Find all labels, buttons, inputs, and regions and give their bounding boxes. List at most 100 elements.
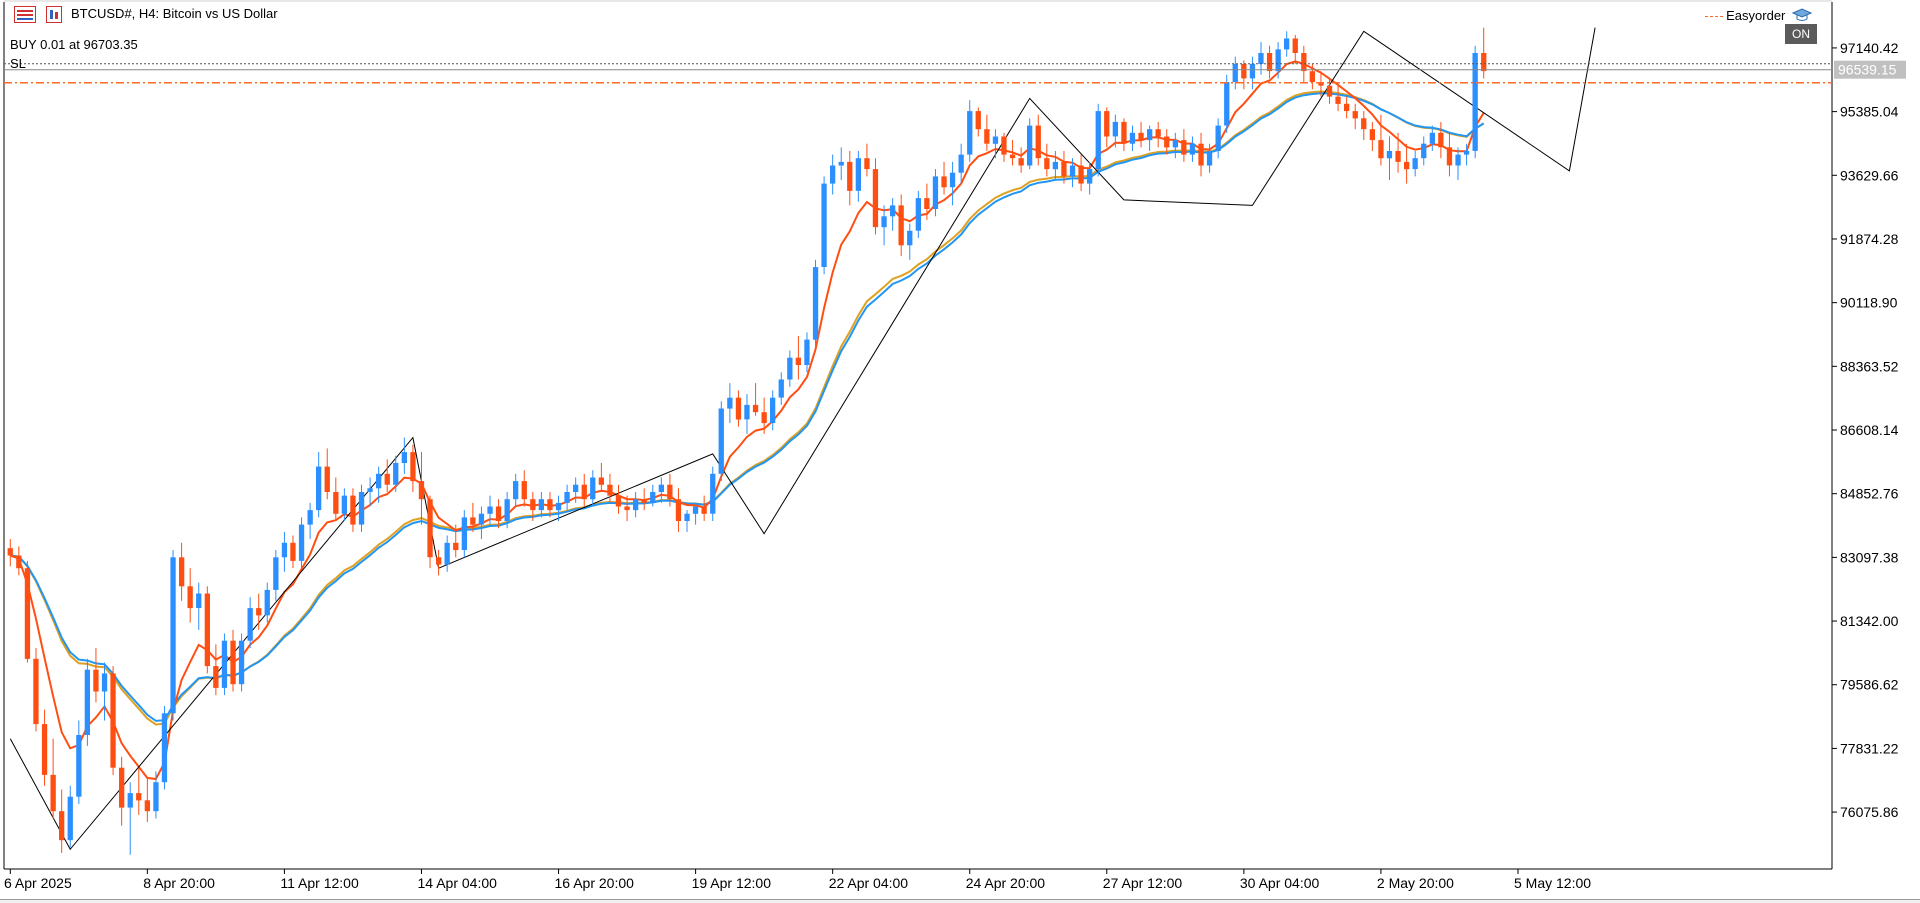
chart-menu-icon[interactable] [14, 6, 36, 23]
candle [1138, 121, 1144, 148]
candle [547, 491, 553, 518]
candle-body [1035, 125, 1041, 159]
candle-body [153, 782, 159, 812]
candle-body [324, 466, 330, 492]
candle-body [1266, 53, 1273, 72]
candle-body [1326, 85, 1333, 97]
candle-body [1292, 38, 1298, 53]
expert-advisor-label[interactable]: Easyorder [1705, 8, 1813, 25]
candle-body [1241, 63, 1247, 79]
candle [590, 470, 596, 507]
candle [67, 785, 73, 848]
x-tick-label: 19 Apr 12:00 [692, 875, 772, 891]
candle-body [1258, 53, 1264, 64]
candle [855, 150, 861, 202]
x-tick-label: 11 Apr 12:00 [280, 875, 359, 891]
candle-body [701, 506, 707, 514]
candle-body [633, 499, 639, 511]
candle-body [59, 811, 65, 841]
candle-body [744, 404, 750, 420]
candle-body [984, 129, 990, 144]
candle [530, 491, 536, 521]
candle [1369, 121, 1375, 151]
candle-body [710, 473, 716, 514]
candle-body [735, 397, 742, 420]
candle [924, 183, 930, 220]
candle [256, 593, 262, 630]
x-tick-label: 5 May 12:00 [1514, 875, 1591, 891]
x-tick-label: 14 Apr 04:00 [418, 875, 498, 891]
candle-body [1361, 118, 1367, 130]
candle-body [624, 506, 630, 511]
candle-body [341, 495, 347, 514]
candle [127, 782, 133, 855]
candle [615, 484, 622, 514]
ea-on-badge[interactable]: ON [1785, 24, 1817, 44]
candle [93, 647, 99, 703]
candle-body [1404, 161, 1410, 170]
ea-hat-icon [1791, 8, 1813, 25]
candle-body [658, 484, 664, 492]
candle [667, 473, 673, 507]
candle [358, 484, 365, 532]
candle [967, 100, 973, 162]
candle-body [1386, 151, 1393, 159]
candle-body [1472, 53, 1478, 151]
candle [1095, 103, 1101, 177]
candle-body [247, 608, 253, 641]
candle [230, 629, 236, 692]
candle [436, 550, 442, 576]
candle [1121, 118, 1127, 151]
candle-body [607, 484, 613, 496]
candle-body [804, 339, 810, 365]
candle-body [1044, 158, 1050, 170]
candle-body [641, 499, 647, 503]
candle [1463, 143, 1470, 166]
candle-body [1112, 121, 1118, 137]
candle-body [119, 767, 125, 808]
candle [847, 150, 853, 206]
candle-body [1198, 143, 1204, 166]
candle [290, 535, 296, 569]
candle-body [101, 673, 108, 692]
candle-body [187, 586, 193, 609]
candle-body [941, 176, 947, 188]
candle-body [367, 488, 373, 492]
candle-body [427, 499, 433, 558]
candle [650, 484, 656, 507]
candle-body [1335, 96, 1341, 104]
candle-body [33, 658, 39, 725]
y-tick-label: 86608.14 [1840, 422, 1899, 438]
trade-levels [4, 63, 1832, 84]
candle-body [864, 158, 870, 170]
candle-body [1232, 63, 1238, 82]
candle [573, 477, 579, 503]
candle [59, 789, 65, 853]
candle [633, 491, 639, 518]
candle-body [787, 357, 793, 380]
candle [367, 477, 373, 507]
candle-body [1438, 132, 1444, 148]
candle [1395, 132, 1401, 173]
candle-body [1429, 132, 1435, 144]
candle-body [281, 542, 288, 558]
candle [41, 709, 48, 786]
candle [607, 473, 613, 503]
y-tick-label: 79586.62 [1840, 677, 1899, 693]
candle [1344, 96, 1350, 119]
candle-body [538, 499, 544, 511]
ma-fast-line [9, 60, 1485, 781]
candle [624, 495, 630, 521]
candle [179, 542, 185, 601]
candle-body [487, 506, 493, 514]
candle [1301, 45, 1307, 83]
y-tick-label: 91874.28 [1840, 231, 1899, 247]
candle [333, 477, 339, 521]
candle [1044, 143, 1050, 177]
candle [1404, 143, 1410, 184]
candle [778, 372, 784, 405]
candle-body [84, 669, 90, 735]
candle-body [1352, 111, 1358, 119]
candle-body [1455, 154, 1461, 166]
